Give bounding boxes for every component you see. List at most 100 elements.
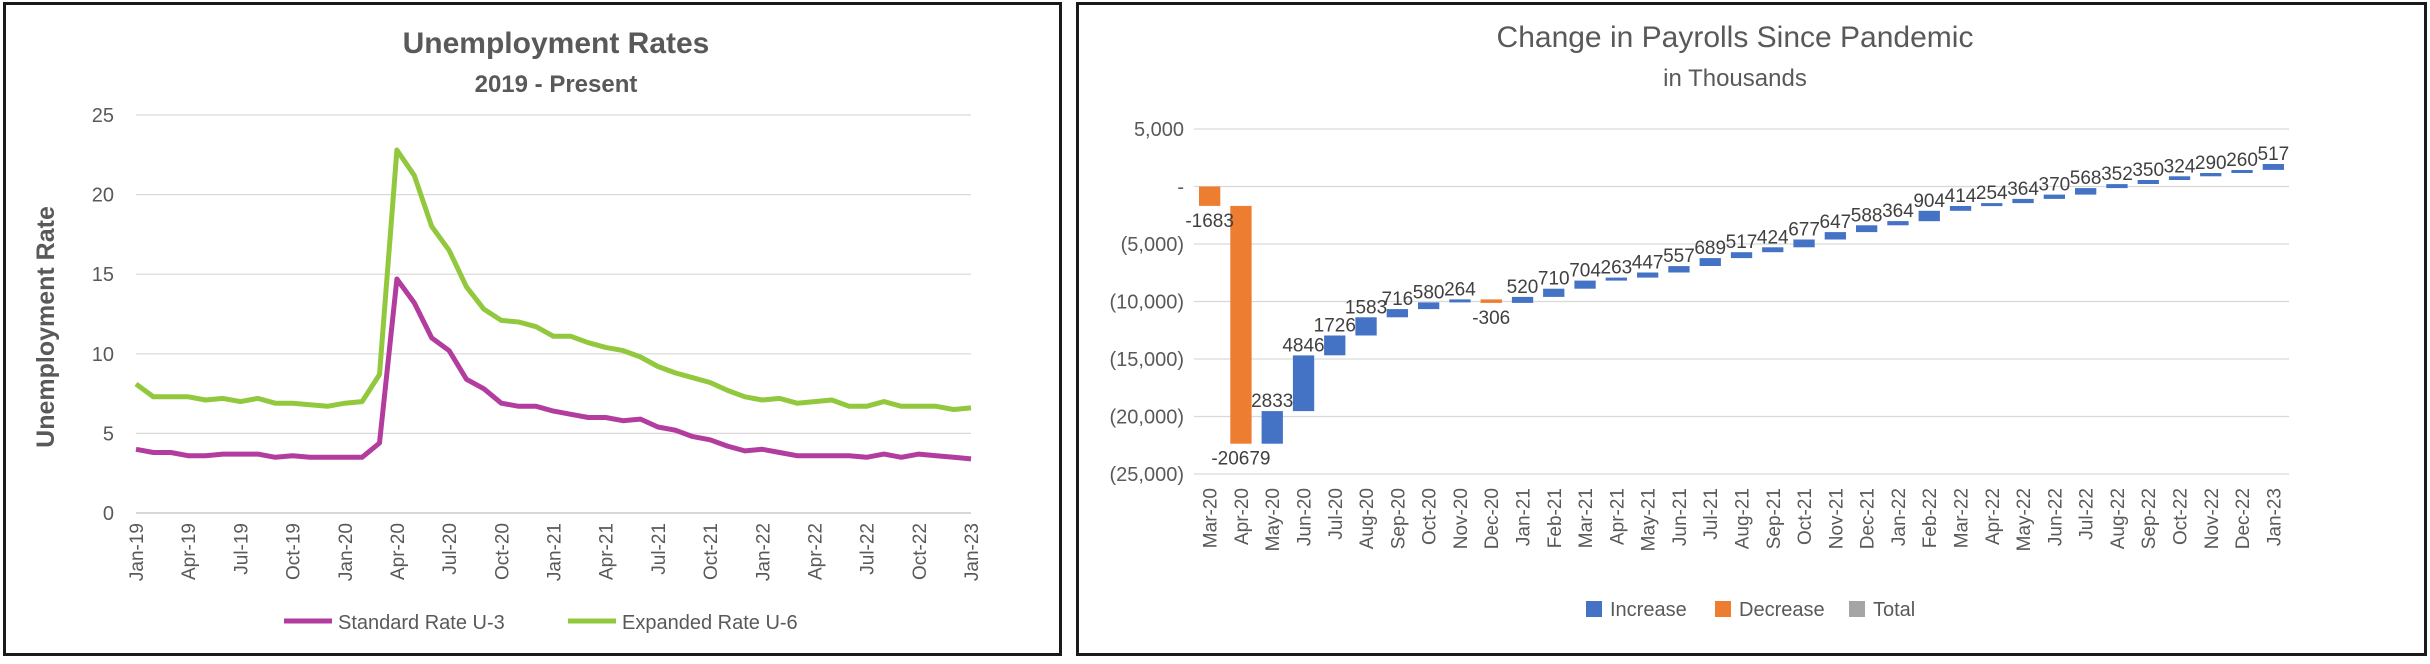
- x-tick-label: Feb-22: [1920, 488, 1941, 548]
- x-tick-label: Aug-20: [1357, 488, 1378, 549]
- value-label: 710: [1538, 269, 1570, 290]
- x-tick-label: Mar-21: [1576, 488, 1597, 548]
- series-line: [134, 147, 972, 412]
- y-tick-label: (25,000): [1110, 464, 1185, 486]
- waterfall-bar: [1230, 205, 1252, 444]
- y-tick-labels: 5,000 - (5,000) (10,000) (15,000) (20,000) (25…: [1110, 119, 1185, 486]
- x-tick-label: Dec-21: [1858, 488, 1879, 549]
- waterfall-bar: [1292, 355, 1315, 412]
- x-tick-label: Oct-22: [910, 523, 931, 580]
- x-tick-label: Jan-23: [2264, 488, 2285, 546]
- value-label: -20679: [1211, 449, 1270, 470]
- x-tick-label: Jan-19: [127, 523, 148, 581]
- series-line: [135, 276, 972, 462]
- x-tick-label: May-22: [2014, 488, 2035, 551]
- x-tick-label: Apr-21: [597, 523, 618, 580]
- x-tick-label: May-21: [1639, 488, 1660, 551]
- waterfall-bar: [1324, 335, 1346, 356]
- unemployment-chart: Unemployment Rates 2019 - Present Unempl…: [32, 27, 983, 634]
- x-tick-label: Sep-22: [2139, 488, 2160, 549]
- waterfall-bar: [1762, 247, 1784, 253]
- legend-label-u3: Standard Rate U-3: [338, 612, 505, 634]
- x-tick-label: Sep-20: [1388, 488, 1409, 549]
- y-tick-label: 15: [92, 264, 114, 286]
- y-tick-label: 0: [103, 503, 114, 525]
- waterfall-bar: [2075, 188, 2097, 195]
- x-tick-label: Oct-21: [1795, 488, 1816, 545]
- y-tick-label: 5,000: [1134, 119, 1184, 141]
- x-tick-label: Mar-22: [1952, 488, 1973, 548]
- legend-swatch-decrease: [1715, 601, 1731, 617]
- y-tick-label: 10: [92, 344, 114, 366]
- value-label: -1683: [1185, 211, 1234, 232]
- y-tick-label: (20,000): [1110, 407, 1185, 429]
- value-label: 263: [1601, 258, 1633, 279]
- waterfall-bar: [1511, 296, 1534, 303]
- x-tick-label: Dec-20: [1482, 488, 1503, 549]
- waterfall-bar: [1981, 203, 2003, 207]
- value-label: 290: [2195, 153, 2227, 174]
- waterfall-bar: [1668, 266, 1690, 273]
- waterfall-bar: [2262, 164, 2284, 170]
- value-label: 1726: [1314, 316, 1356, 337]
- value-label: 677: [1788, 220, 1820, 241]
- x-tick-label: Oct-20: [492, 523, 513, 580]
- chart-title: Unemployment Rates: [403, 27, 710, 60]
- legend: Increase Decrease Total: [1586, 599, 1915, 621]
- y-tick-label: (10,000): [1110, 292, 1185, 314]
- x-tick-label: Jul-20: [1326, 488, 1347, 540]
- x-tick-label: Oct-21: [701, 523, 722, 580]
- value-label: 647: [1820, 212, 1852, 233]
- value-label: 588: [1851, 205, 1883, 226]
- waterfall-bar: [1856, 225, 1878, 233]
- waterfall-bar: [2168, 176, 2191, 180]
- x-tick-label: Nov-21: [1826, 488, 1847, 549]
- waterfall-bars: [1199, 164, 2284, 444]
- waterfall-bar: [1199, 186, 1221, 206]
- x-tick-label: Aug-21: [1733, 488, 1754, 549]
- chart-subtitle: in Thousands: [1663, 65, 1807, 92]
- legend-label-decrease: Decrease: [1739, 599, 1825, 621]
- value-label: 517: [2258, 144, 2290, 165]
- x-tick-label: May-20: [1263, 488, 1284, 551]
- x-tick-label: Feb-21: [1545, 488, 1566, 548]
- payrolls-waterfall-chart: Change in Payrolls Since Pandemic in Tho…: [1110, 21, 2290, 621]
- waterfall-bar: [1605, 277, 1627, 281]
- waterfall-bar: [1543, 288, 1565, 297]
- legend-label-u6: Expanded Rate U-6: [622, 612, 798, 634]
- x-tick-label: Jul-22: [2077, 488, 2098, 540]
- waterfall-bar: [2043, 194, 2065, 199]
- x-tick-label: Sep-21: [1764, 488, 1785, 549]
- x-tick-label: Oct-20: [1420, 488, 1441, 545]
- legend-swatch-increase: [1586, 601, 1602, 617]
- value-label: 4846: [1282, 335, 1324, 356]
- value-label: 1583: [1345, 297, 1387, 318]
- value-label: 352: [2101, 164, 2133, 185]
- waterfall-bar: [1824, 232, 1846, 240]
- value-label: 520: [1507, 277, 1539, 298]
- y-axis-label: Unemployment Rate: [32, 206, 60, 448]
- x-tick-label: Oct-22: [2171, 488, 2192, 545]
- value-label: 904: [1913, 191, 1945, 212]
- waterfall-bar: [1699, 258, 1721, 266]
- value-label: 350: [2132, 160, 2164, 181]
- value-label: 364: [1882, 201, 1914, 222]
- x-tick-labels: Mar-20 Apr-20 May-20 Jun-20 Jul-20 Aug-20 Sep-…: [1201, 488, 2286, 551]
- x-tick-label: Jul-21: [649, 523, 670, 575]
- chart-title: Change in Payrolls Since Pandemic: [1497, 21, 1974, 54]
- legend-label-total: Total: [1873, 599, 1915, 621]
- y-tick-label: -: [1177, 177, 1184, 199]
- chart-subtitle: 2019 - Present: [475, 71, 638, 98]
- y-tick-labels: 0 5 10 15 20 25: [92, 105, 114, 525]
- x-tick-label: Jan-22: [1889, 488, 1910, 546]
- legend: Standard Rate U-3 Expanded Rate U-6: [284, 612, 798, 634]
- waterfall-bar: [2106, 184, 2128, 189]
- x-tick-label: Jun-22: [2045, 488, 2066, 546]
- value-label: 580: [1413, 282, 1445, 303]
- unemployment-chart-panel: Unemployment Rates 2019 - Present Unempl…: [3, 2, 1062, 656]
- y-tick-label: 5: [103, 423, 114, 445]
- value-label: 568: [2070, 168, 2102, 189]
- waterfall-bar: [1887, 221, 1909, 226]
- x-tick-label: Jan-21: [545, 523, 566, 581]
- x-tick-label: Mar-20: [1201, 488, 1222, 548]
